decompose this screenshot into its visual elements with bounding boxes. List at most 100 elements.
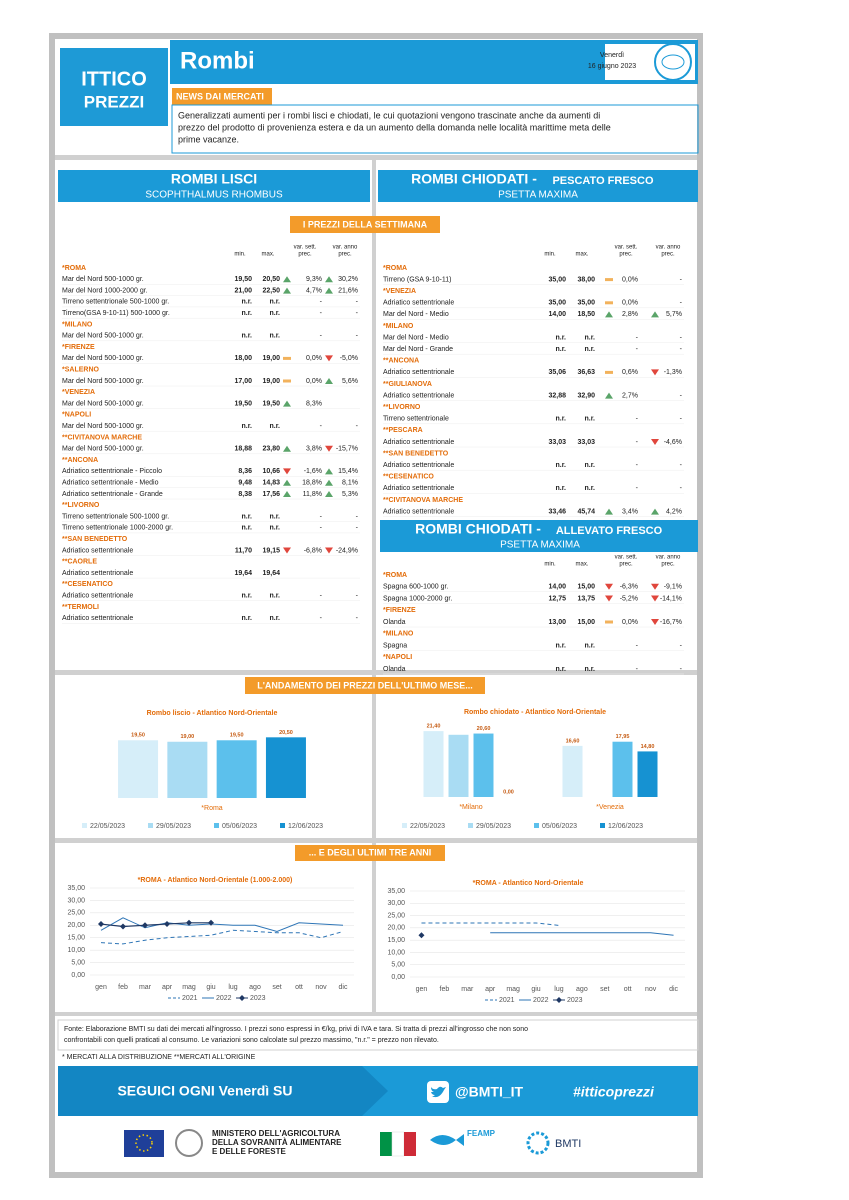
cell: -: [680, 346, 683, 353]
cell: 9,3%: [306, 276, 322, 283]
arrow-up: [325, 479, 333, 486]
arrow-down: [605, 595, 613, 602]
x-tick-label: nov: [645, 986, 657, 993]
market: **CIVITANOVA MARCHE: [62, 434, 142, 441]
cell: -: [320, 615, 323, 622]
y-tick-label: 30,00: [67, 897, 85, 904]
arrow-equal: [605, 370, 613, 374]
row-label: Mar del Nord 500-1000 gr.: [62, 400, 144, 407]
cell: 35,06: [548, 369, 566, 376]
x-tick-label: set: [600, 986, 609, 993]
cell: 13,00: [548, 619, 566, 626]
section-title: ROMBI CHIODATI -: [411, 171, 537, 187]
col-header: prec.: [619, 562, 633, 568]
cell: -16,7%: [660, 619, 682, 626]
row-label: Adriatico settentrionale - Medio: [62, 480, 159, 487]
cell: 19,64: [262, 570, 280, 577]
market: *NAPOLI: [62, 412, 91, 419]
cell: n.r.: [269, 513, 280, 520]
bar: [118, 740, 159, 798]
market: **CESENATICO: [62, 581, 113, 588]
cell: 35,00: [577, 300, 595, 307]
section-title-small: ALLEVATO FRESCO: [556, 525, 663, 537]
legend-swatch: [148, 823, 153, 828]
cell: 23,80: [262, 446, 280, 453]
cell: 8,1%: [342, 480, 358, 487]
legend-label: 05/06/2023: [542, 823, 577, 830]
arrow-down: [605, 583, 613, 590]
bar: [167, 741, 208, 798]
banner-bg: [295, 845, 445, 861]
separator: [55, 1012, 697, 1016]
cell: 20,50: [262, 276, 280, 283]
section-title: ROMBI LISCI: [171, 171, 257, 187]
source: Fonte: Elaborazione BMTI su dati dei mer…: [64, 1026, 528, 1033]
market: *ROMA: [62, 265, 86, 272]
fish-logo: [654, 43, 692, 81]
bar: [448, 734, 469, 797]
cell: n.r.: [555, 416, 566, 423]
legend-swatch: [468, 823, 473, 828]
row-label: Mar del Nord 500-1000 gr.: [62, 333, 144, 340]
value-label: 0,00: [503, 789, 514, 795]
arrow-up: [651, 508, 659, 515]
cell: 15,00: [577, 584, 595, 591]
market: *ROMA: [383, 265, 407, 272]
cell: -: [356, 593, 359, 600]
cell: 5,6%: [342, 378, 358, 385]
cell: n.r.: [241, 513, 252, 520]
cell: -: [320, 513, 323, 520]
x-tick-label: feb: [118, 984, 128, 991]
legend-label: 2021: [182, 995, 198, 1002]
row-label: Adriatico settentrionale - Piccolo: [62, 468, 162, 475]
cell: 18,8%: [302, 480, 322, 487]
cell: n.r.: [584, 485, 595, 492]
cell: n.r.: [241, 525, 252, 532]
cell: -: [356, 513, 359, 520]
cell: n.r.: [584, 666, 595, 673]
cell: 35,00: [548, 276, 566, 283]
col-header: prec.: [338, 252, 352, 258]
twitter-bird: [431, 1086, 446, 1098]
arrow-up: [605, 392, 613, 399]
x-tick-label: lug: [554, 986, 563, 993]
cell: 17,00: [234, 378, 252, 385]
market: *MILANO: [62, 321, 93, 328]
row-label: Mar del Nord - Medio: [383, 334, 449, 341]
cell: n.r.: [584, 462, 595, 469]
bar: [265, 737, 306, 798]
cell: 33,03: [548, 439, 566, 446]
cell: -: [320, 333, 323, 340]
legend-label: 29/05/2023: [156, 823, 191, 830]
cell: 3,8%: [306, 446, 322, 453]
news-box: [171, 104, 699, 154]
hashtag: #itticoprezzi: [573, 1084, 655, 1100]
cell: 19,50: [262, 400, 280, 407]
cell: -: [680, 666, 683, 673]
news-label-bg: [172, 88, 272, 105]
cell: 14,83: [262, 480, 280, 487]
cell: 18,88: [234, 446, 252, 453]
arrow-up: [605, 508, 613, 515]
x-tick-label: gen: [95, 984, 107, 991]
arrow-up: [283, 287, 291, 294]
y-tick-label: 0,00: [71, 972, 85, 979]
col-header: var. sett.: [294, 245, 317, 251]
separator: [372, 675, 376, 840]
legend-swatch: [402, 823, 407, 828]
cell: -: [636, 346, 639, 353]
legend-label: 2022: [533, 997, 549, 1004]
cell: 4,7%: [306, 287, 322, 294]
cell: 45,74: [577, 508, 595, 515]
col-header: prec.: [298, 252, 312, 258]
section-subtitle: SCOPHTHALMUS RHOMBUS: [145, 190, 283, 201]
marker: [164, 921, 170, 928]
market: **CIVITANOVA MARCHE: [383, 497, 463, 504]
arrow-up: [283, 276, 291, 283]
marker: [186, 919, 192, 926]
cell: -: [636, 666, 639, 673]
row-label: Tirreno(GSA 9-10-11) 500-1000 gr.: [62, 310, 170, 317]
cell: -6,3%: [620, 584, 638, 591]
eu-stars: [135, 1134, 153, 1152]
row-label: Adriatico settentrionale: [383, 439, 454, 446]
